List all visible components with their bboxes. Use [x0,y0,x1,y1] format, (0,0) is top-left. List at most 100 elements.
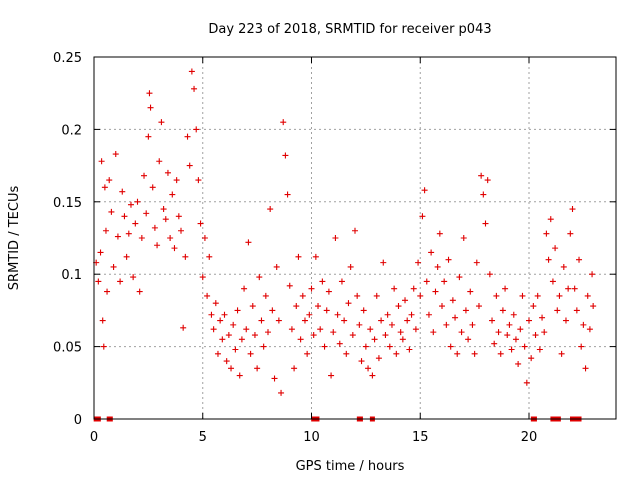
data-point [295,253,302,260]
data-point [352,227,358,234]
data-point [471,350,478,357]
data-point [358,358,365,365]
data-point [382,332,389,339]
y-tick-label: 0.25 [53,51,82,66]
data-point [578,343,585,350]
data-point [386,343,393,350]
data-point [345,300,352,307]
data-point [397,329,404,336]
data-point [125,230,132,237]
data-point [428,249,435,256]
data-point [162,216,169,223]
data-point [532,332,539,339]
axis-ticks: 0 5 10 15 20 0 0.05 0.1 0.15 0.2 0.25 [53,51,616,445]
data-point [236,372,243,379]
data-point [297,336,304,343]
data-point [308,285,315,292]
data-point [582,365,589,372]
data-point [212,300,219,307]
data-point [473,259,480,266]
data-point [484,177,491,184]
data-point [454,350,461,357]
data-point [388,321,395,328]
y-tick-label: 0.15 [53,196,82,211]
data-point [315,303,322,310]
grid [94,57,616,419]
data-point [232,346,239,353]
data-point [458,329,465,336]
data-point [234,307,241,314]
data-point [439,303,445,310]
data-point [156,158,163,165]
data-point [404,317,411,324]
data-point [367,326,374,333]
data-point [108,208,115,215]
data-point [441,278,448,285]
data-point [101,184,108,191]
data-point [146,90,153,97]
data-point [443,321,450,328]
data-point [554,307,561,314]
data-point [341,317,348,324]
data-point [436,230,443,237]
y-tick-label: 0.05 [53,341,82,356]
data-point [497,350,504,357]
data-point [543,230,550,237]
data-point [117,278,124,285]
data-point [343,350,350,357]
data-point [130,274,137,281]
data-point [502,285,509,292]
data-point [219,336,226,343]
x-tick-label: 20 [521,430,538,445]
data-point [99,317,106,324]
data-point [545,256,552,263]
data-point [106,177,113,184]
data-point [512,336,519,343]
data-point [143,210,150,217]
data-point [421,187,428,194]
data-point [562,317,569,324]
data-point [151,224,158,231]
x-axis-label: GPS time / hours [296,459,405,474]
data-point [317,326,324,333]
data-point [360,307,367,314]
data-point [523,379,530,386]
data-point [141,172,148,179]
data-point [567,230,574,237]
data-point [521,343,528,350]
data-point [312,253,319,260]
data-point [121,213,128,220]
data-point [193,126,200,133]
data-point [323,307,330,314]
data-point [478,172,485,179]
data-point [569,206,576,213]
data-point [534,292,541,299]
data-point [508,346,515,353]
data-point [330,329,337,336]
data-point [230,321,237,328]
data-point [432,288,439,295]
data-point [164,169,171,176]
x-tick-label: 10 [303,430,320,445]
data-point [291,365,298,372]
data-point [452,314,459,321]
data-point [321,343,328,350]
data-point [293,303,300,310]
data-point [228,365,235,372]
data-point [160,206,167,213]
data-point [495,329,502,336]
data-point [349,332,356,339]
x-tick-label: 5 [199,430,207,445]
data-point [517,326,524,333]
data-point [223,358,230,365]
data-point [589,271,596,278]
data-point [284,191,291,198]
data-point [95,278,102,285]
y-tick-label: 0.1 [61,268,82,283]
data-point [549,278,556,285]
data-point [576,256,583,263]
data-point [580,321,587,328]
data-point [586,326,593,333]
data-point [354,292,361,299]
data-point [547,216,554,223]
